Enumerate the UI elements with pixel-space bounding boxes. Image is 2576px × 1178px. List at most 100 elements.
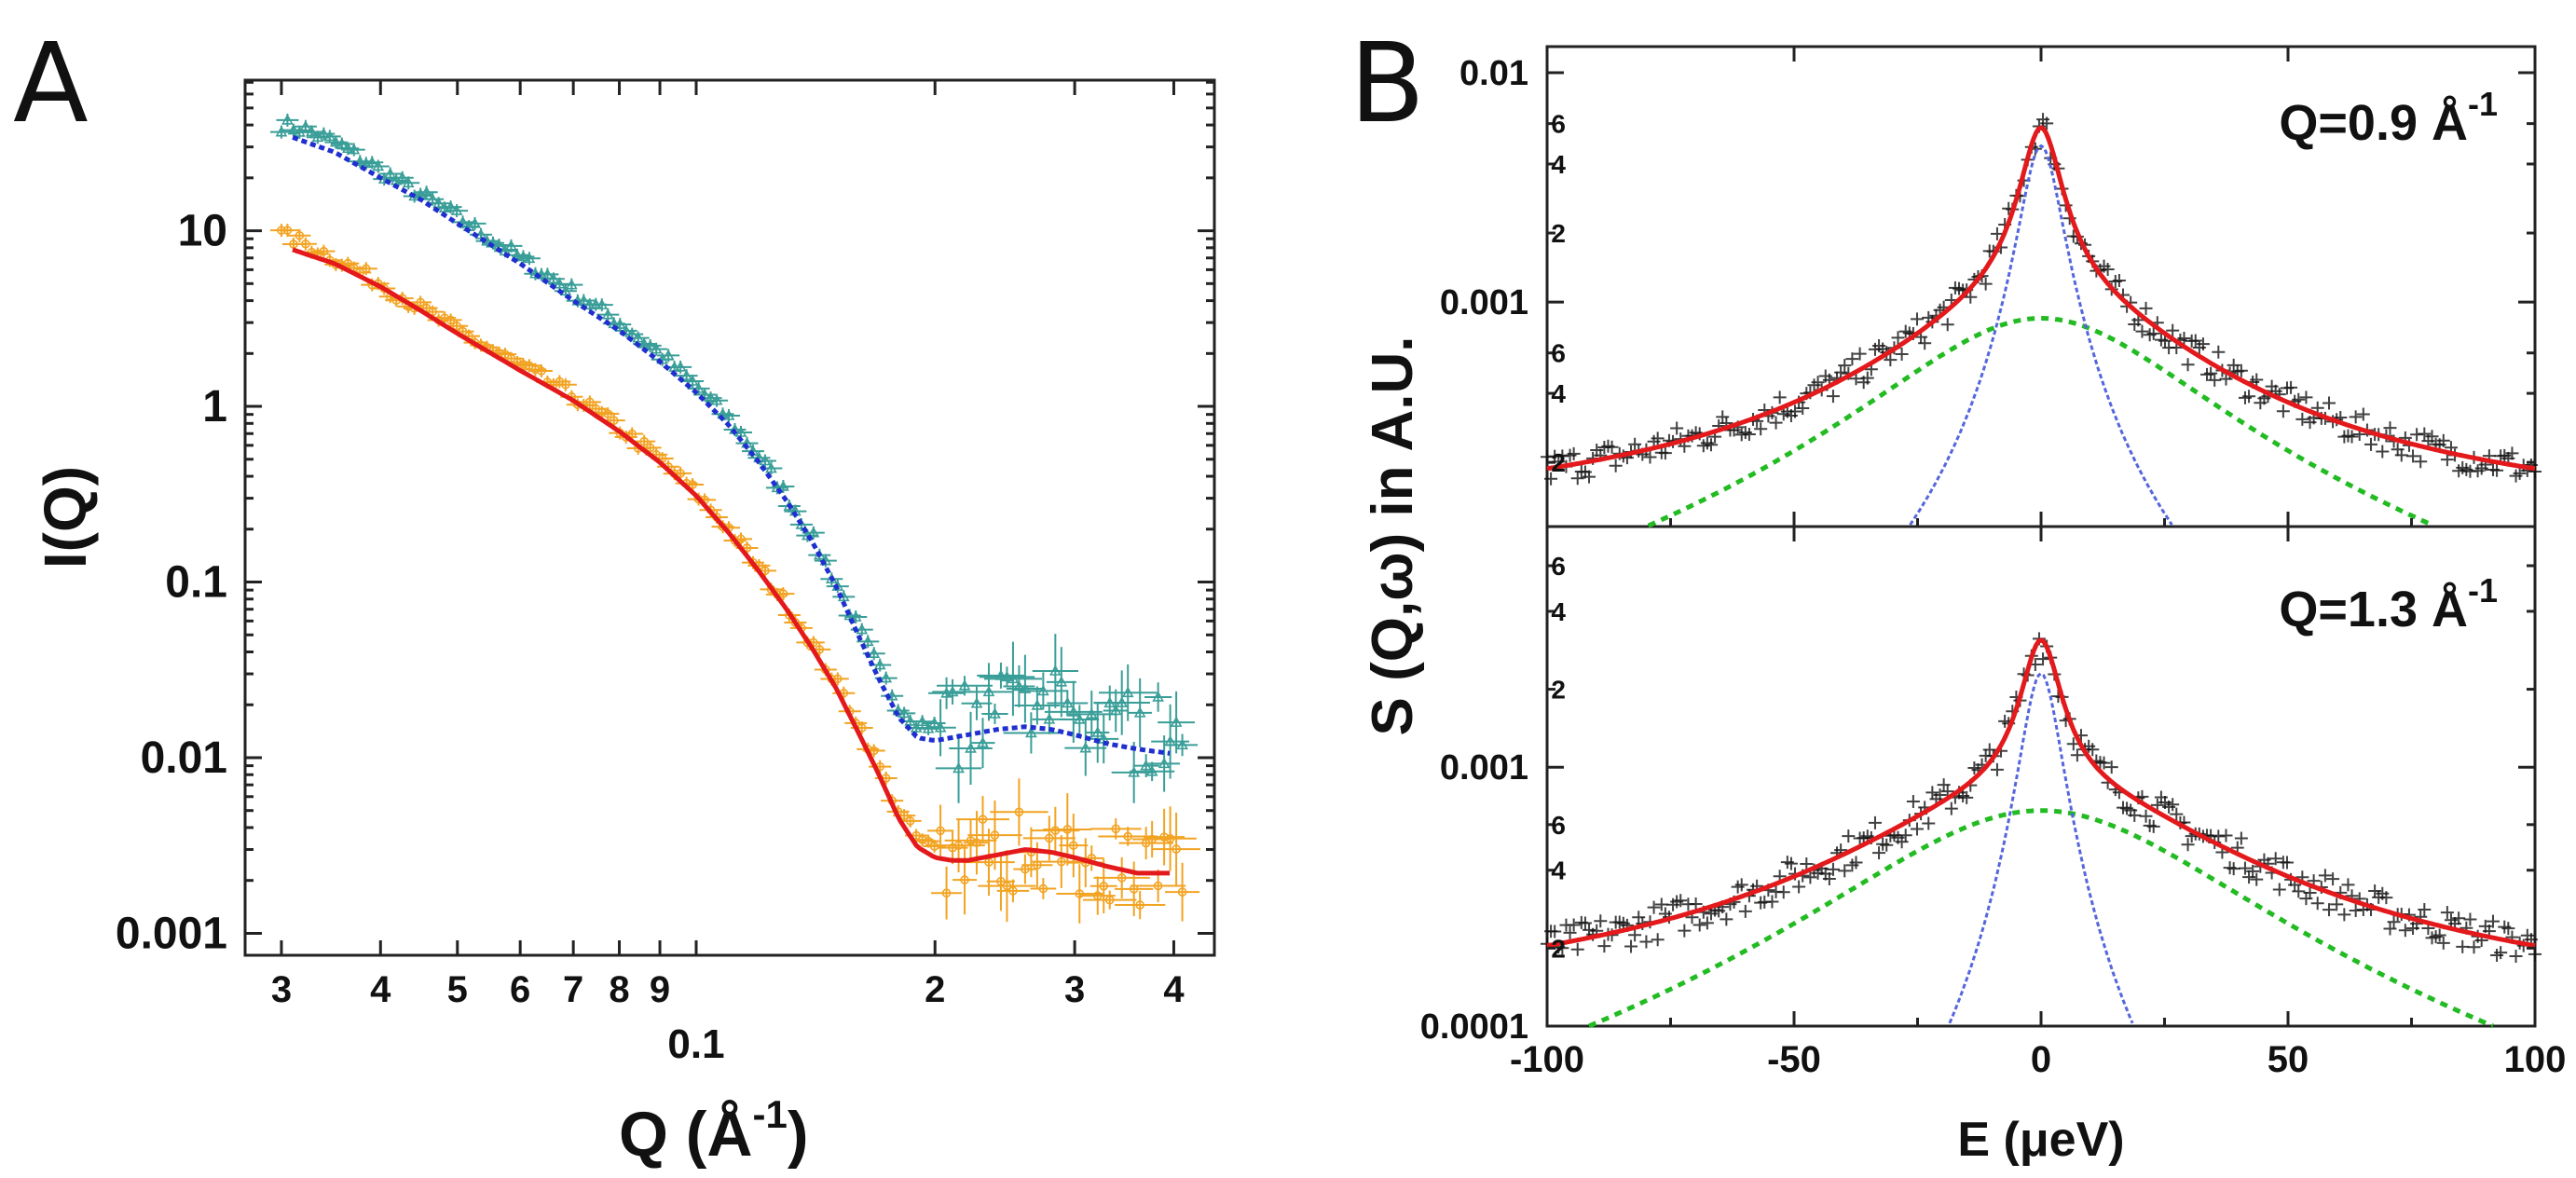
- panel-a-point-marker: [676, 469, 685, 478]
- panel-b-data-point: [2436, 936, 2450, 950]
- panel-a-point-marker: [301, 239, 310, 249]
- panel-a-point-marker: [978, 815, 988, 824]
- panel-a-point-marker: [1075, 889, 1085, 898]
- panel-a-point-marker: [341, 142, 354, 154]
- panel-a-point-marker: [348, 143, 361, 155]
- panel-b-data-point: [1940, 318, 1954, 332]
- panel-a-point-marker: [281, 114, 294, 125]
- panel-b-data-point: [2097, 756, 2111, 770]
- panel-a-point-marker: [1025, 726, 1037, 738]
- panel-a-point-marker: [965, 742, 977, 753]
- panel-b-data-point: [2494, 946, 2508, 960]
- panel-a-point-marker: [1145, 765, 1158, 776]
- panel-a-point-marker: [609, 416, 619, 425]
- panel-a-point-marker: [416, 297, 425, 308]
- panel-b-data-point: [2292, 392, 2306, 406]
- panel-a-point-marker: [1091, 726, 1104, 737]
- panel-a-point-marker: [861, 635, 874, 647]
- panel-b-data-point: [1605, 440, 1619, 454]
- panel-b-data-point: [2398, 924, 2412, 938]
- panel-b-y-major-label: 0.001: [1440, 283, 1528, 322]
- panel-b-broad-component: [1587, 808, 2494, 1029]
- panel-a-point-marker: [554, 278, 566, 289]
- panel-a-point-marker: [601, 308, 614, 320]
- panel-b-data-point: [2101, 263, 2115, 277]
- panel-b-y-minor-label: 4: [1551, 379, 1566, 408]
- panel-b-data-point: [2250, 872, 2264, 886]
- panel-b-data-point: [2509, 950, 2523, 964]
- panel-b-chart: 0.01 0.001 6 4 2 6 4 2 0.001 0.0001 6 4 2 6 4 2 -100 -50…: [1361, 45, 2566, 1167]
- panel-a-point-marker: [474, 228, 487, 240]
- panel-a-point-marker: [778, 589, 788, 598]
- panel-b-data-point: [2326, 872, 2340, 886]
- panel-a-point-marker: [402, 176, 415, 188]
- panel-a-x-axis-title-close: ): [788, 1099, 809, 1170]
- panel-b-y-minor-label: 6: [1551, 811, 1566, 840]
- panel-a-point-marker: [899, 811, 909, 820]
- panel-b-data-point: [1937, 778, 1951, 792]
- panel-a-y-tick-label: 1: [202, 382, 227, 431]
- panel-b-data-point: [2486, 914, 2500, 928]
- panel-b-y-minor-label: 2: [1551, 219, 1566, 248]
- panel-b-data-point: [1639, 935, 1653, 949]
- panel-b-data-point: [1826, 862, 1840, 876]
- panel-a-point-marker: [596, 298, 609, 309]
- panel-b-x-tick-label: 0: [2031, 1039, 2051, 1080]
- panel-b-data-point: [1880, 838, 1894, 852]
- panel-a-point-marker: [710, 394, 723, 405]
- panel-a-point-marker: [977, 736, 989, 747]
- panel-b-y-minor-label: 6: [1551, 552, 1566, 581]
- panel-b-x-tick-label: -50: [1767, 1039, 1821, 1080]
- panel-b-data-point: [2436, 433, 2450, 447]
- panel-b-data-point: [1628, 437, 1642, 451]
- panel-a-point-marker: [639, 436, 649, 446]
- panel-b-data-point: [1689, 897, 1703, 911]
- panel-b-data-point: [2383, 922, 2397, 936]
- panel-a-point-marker: [396, 171, 409, 183]
- panel-b-data-point: [1651, 933, 1665, 947]
- panel-b-data-point: [2234, 363, 2248, 377]
- panel-b-data-point: [2379, 891, 2393, 905]
- panel-b-data-point: [1990, 762, 2004, 776]
- panel-b-data-point: [2490, 463, 2504, 477]
- panel-b-data-point: [2337, 908, 2351, 922]
- panel-a-point-marker: [299, 120, 312, 131]
- panel-b-data-point: [1594, 914, 1608, 928]
- panel-b-data-point: [2345, 430, 2359, 444]
- panel-b-data-point: [2135, 324, 2149, 338]
- panel-b-data-point: [1658, 446, 1672, 460]
- panel-a-point-marker: [1073, 713, 1086, 724]
- panel-a-fit-line-1: [292, 135, 1171, 756]
- panel-a-point-marker: [680, 369, 692, 380]
- panel-b-data-point: [2234, 831, 2248, 845]
- panel-b-data-point: [1720, 912, 1733, 926]
- panel-b-data-point: [2513, 466, 2527, 480]
- panel-a-point-marker: [1007, 672, 1020, 684]
- panel-a-point-marker: [1152, 691, 1164, 702]
- panel-a-point-marker: [1055, 676, 1068, 687]
- panel-b-top-annotation-main: Q=0.9 Å: [2279, 95, 2468, 151]
- panel-a-point-marker: [318, 128, 330, 139]
- panel-b-data-point: [1570, 942, 1584, 956]
- panel-b-data-point: [2414, 455, 2428, 469]
- panel-b-data-point: [1838, 864, 1852, 878]
- panel-b-data-point: [2341, 878, 2355, 892]
- panel-a-point-marker: [1048, 664, 1062, 676]
- panel-b-data-point: [1872, 846, 1886, 860]
- panel-a-point-marker: [924, 836, 933, 846]
- panel-b-data-point: [2292, 884, 2306, 898]
- panel-a-point-marker: [970, 697, 983, 708]
- panel-a-point-marker: [469, 217, 481, 228]
- panel-a-point-marker: [777, 480, 789, 491]
- panel-b-data-point: [2139, 301, 2153, 315]
- panel-a-point-marker: [759, 454, 772, 466]
- panel-b-data-point: [2170, 807, 2184, 821]
- panel-b-data-point: [1990, 226, 2004, 240]
- panel-a-point-marker: [1140, 759, 1153, 771]
- panel-b-data-point: [2406, 449, 2420, 463]
- panel-a-x-tick-label: 5: [447, 969, 468, 1010]
- panel-a-point-marker: [287, 123, 300, 135]
- panel-a-x-tick-label: 3: [271, 969, 292, 1010]
- panel-b-data-point: [1674, 894, 1688, 908]
- panel-a-point-marker: [1158, 757, 1171, 769]
